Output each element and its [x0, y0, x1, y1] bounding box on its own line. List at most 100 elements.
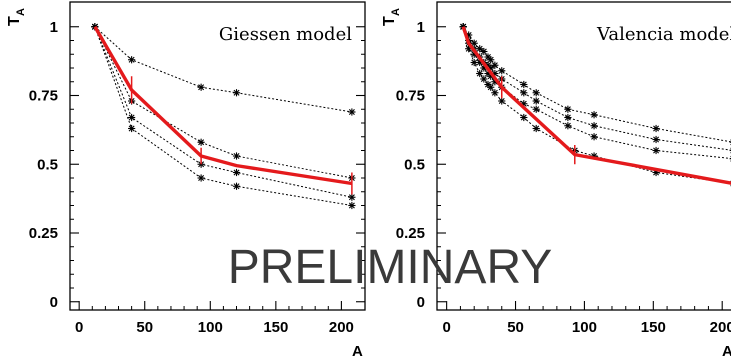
model-curve-dotted	[94, 26, 352, 179]
marker-stroke	[487, 56, 494, 63]
data-point-marker	[197, 83, 205, 91]
marker-stroke	[653, 147, 660, 154]
data-point-marker	[590, 111, 598, 119]
data-point-marker	[470, 58, 478, 67]
marker-stroke	[498, 67, 505, 74]
marker-stroke	[653, 125, 660, 132]
data-point-marker	[197, 138, 205, 146]
data-point-marker	[532, 97, 540, 105]
x-tick-label: 100	[198, 319, 223, 336]
x-tick-label: 200	[329, 319, 354, 336]
marker-stroke	[128, 114, 135, 121]
marker-stroke	[233, 89, 240, 96]
marker-stroke	[128, 56, 135, 63]
marker-stroke	[128, 125, 135, 132]
data-point-marker	[487, 83, 495, 91]
model-curve-dotted	[462, 26, 731, 184]
plot-frame	[436, 1, 731, 311]
marker-stroke	[653, 136, 660, 143]
marker-stroke	[520, 89, 527, 96]
data-point-marker	[348, 108, 356, 116]
data-point-marker	[564, 122, 572, 130]
data-point-marker	[652, 124, 660, 133]
data-point-marker	[197, 174, 205, 182]
x-tick-label: 50	[507, 319, 524, 336]
marker-stroke	[487, 84, 494, 91]
data-point-marker	[348, 201, 356, 210]
marker-stroke	[564, 122, 571, 129]
x-axis-title: A	[722, 343, 731, 360]
marker-stroke	[484, 81, 491, 88]
marker-stroke	[476, 45, 483, 52]
marker-stroke	[564, 106, 571, 113]
data-point-marker	[590, 122, 598, 130]
marker-stroke	[533, 106, 540, 113]
x-tick-label: 0	[75, 319, 83, 336]
data-point-marker	[487, 56, 495, 64]
marker-stroke	[591, 111, 598, 118]
y-tick-label: 1	[417, 19, 425, 36]
marker-stroke	[498, 98, 505, 104]
marker-stroke	[533, 89, 540, 96]
marker-stroke	[348, 202, 355, 209]
marker-stroke	[564, 114, 571, 121]
measured-curve	[461, 26, 731, 185]
x-tick-label: 100	[572, 319, 597, 336]
y-axis-title-subscript: A	[390, 8, 402, 16]
data-point-marker	[232, 182, 241, 190]
marker-stroke	[233, 169, 240, 176]
marker-stroke	[491, 62, 498, 69]
marker-stroke	[591, 133, 598, 140]
marker-stroke	[491, 89, 498, 96]
data-point-marker	[532, 89, 540, 97]
marker-stroke	[480, 48, 487, 55]
data-point-marker	[232, 168, 241, 177]
y-tick-label: 0	[50, 294, 58, 311]
y-tick-label: 0.75	[396, 88, 425, 105]
data-point-marker	[232, 89, 241, 97]
model-curve-dotted	[462, 26, 731, 160]
marker-stroke	[533, 98, 540, 104]
y-tick-label: 1	[50, 19, 58, 36]
plot-frame	[69, 1, 366, 311]
valencia-panel: 0 50 100 150 200 0 0.25 0.5 0.75 1 Valencia model…	[381, 1, 731, 360]
data-point-marker	[491, 89, 499, 97]
data-point-marker	[128, 124, 136, 133]
marker-stroke	[233, 153, 240, 159]
data-point-marker	[564, 105, 572, 113]
marker-stroke	[198, 175, 205, 181]
data-point-marker	[491, 61, 499, 69]
data-point-marker	[652, 146, 660, 155]
y-axis-title: T	[6, 16, 23, 26]
model-curve-dotted	[94, 26, 352, 198]
y-tick-label: 0	[417, 294, 425, 311]
data-point-marker	[652, 135, 660, 144]
marker-stroke	[348, 194, 355, 201]
marker-stroke	[471, 59, 478, 66]
x-tick-label: 200	[710, 319, 731, 336]
data-point-marker	[232, 152, 241, 160]
model-annotation: Giessen model	[219, 24, 352, 45]
data-point-marker	[128, 56, 136, 64]
marker-stroke	[348, 109, 355, 115]
data-point-marker	[564, 113, 572, 122]
model-annotation: Valencia model	[596, 24, 731, 45]
marker-stroke	[198, 84, 205, 91]
data-point-marker	[590, 133, 598, 141]
marker-stroke	[480, 76, 487, 82]
data-point-marker	[498, 97, 506, 105]
x-axis-title: A	[352, 343, 363, 360]
y-tick-label: 0.75	[29, 88, 58, 105]
model-curve-dotted	[462, 26, 731, 143]
data-point-marker	[520, 80, 528, 89]
data-point-marker	[480, 75, 488, 83]
marker-stroke	[476, 70, 483, 77]
x-tick-label: 150	[641, 319, 666, 336]
data-point-marker	[520, 113, 528, 122]
data-point-marker	[476, 69, 484, 78]
marker-stroke	[533, 125, 540, 132]
marker-stroke	[520, 114, 527, 121]
data-point-marker	[480, 47, 488, 56]
marker-stroke	[233, 183, 240, 190]
